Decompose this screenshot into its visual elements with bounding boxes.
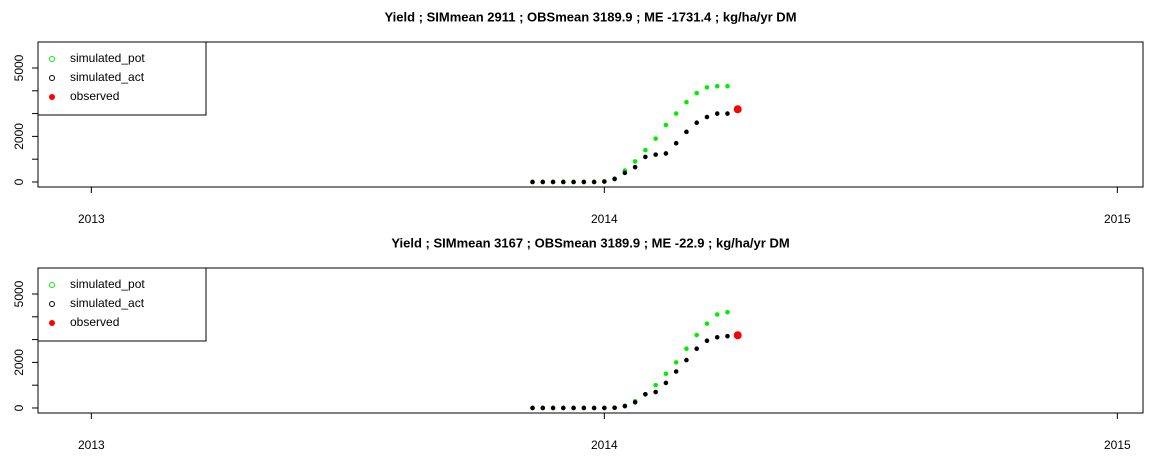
data-point [561,179,566,185]
legend-marker [49,282,55,288]
y-tick-label: 2000 [12,123,26,150]
legend-box [37,41,207,116]
data-point [550,179,556,185]
data-point [684,357,689,363]
legend-marker [49,75,55,81]
data-point [612,405,617,411]
data-point [684,99,689,105]
data-point [581,179,587,185]
data-point [684,129,689,135]
legend-label: simulated_pot [70,51,145,65]
data-point [673,360,679,365]
data-point [602,179,607,184]
x-tick-label: 2013 [78,438,105,452]
data-point [725,111,730,116]
data-point [653,136,658,141]
x-tick-label: 2014 [591,212,618,226]
data-point [725,309,730,315]
legend-marker [49,56,55,62]
data-point [704,338,710,344]
data-point [643,392,648,397]
legend-label: simulated_pot [70,277,145,291]
data-point [622,403,628,409]
x-tick-label: 2015 [1104,212,1131,226]
data-point [694,90,699,96]
legend-marker [49,320,55,326]
legend-marker [49,94,55,100]
data-point [684,346,689,352]
data-point [725,333,730,339]
data-point [663,380,669,386]
data-point [673,140,679,146]
chart-title: Yield ; SIMmean 2911 ; OBSmean 3189.9 ; … [384,9,796,24]
data-point [653,389,658,395]
legend-label: simulated_act [70,70,145,84]
legend-label: observed [70,89,119,103]
data-point [581,405,587,411]
chart-title: Yield ; SIMmean 3167 ; OBSmean 3189.9 ; … [391,235,789,250]
data-point [622,170,628,176]
data-point [632,399,638,405]
data-point [714,335,720,340]
y-tick-label: 0 [12,404,26,411]
y-tick-label: 2000 [12,349,26,376]
data-point [663,151,669,156]
data-point [694,332,699,338]
data-point [561,405,566,411]
data-point [694,120,699,126]
legend-marker [49,301,55,307]
y-tick-label: 0 [12,178,26,185]
data-point [663,122,669,128]
data-point [663,371,669,377]
legend-label: observed [70,315,119,329]
data-point [653,152,658,157]
data-point [725,83,730,89]
data-point [704,321,710,326]
data-point [612,176,617,182]
legend-label: simulated_act [70,296,145,310]
x-tick-label: 2014 [591,438,618,452]
data-point [704,114,710,120]
data-point [694,346,699,352]
y-tick-label: 5000 [12,54,26,81]
data-point [571,179,576,185]
data-point [540,405,546,411]
data-point [571,405,576,411]
data-point [673,369,679,374]
x-tick-label: 2015 [1104,438,1131,452]
y-tick-label: 5000 [12,280,26,307]
data-point [530,179,535,185]
data-point [632,164,638,170]
x-tick-label: 2013 [78,212,105,226]
data-point [673,111,679,116]
data-point [704,85,710,90]
data-point [653,382,658,388]
data-point [591,405,597,411]
data-point [714,111,720,116]
data-point [591,179,597,185]
data-point [714,83,720,89]
legend-box [37,267,207,342]
data-point [530,405,535,411]
data-point [602,405,607,411]
data-point [733,105,742,114]
data-point [540,179,546,185]
data-point [714,312,720,317]
data-point [632,159,638,164]
data-point [643,147,648,153]
data-point [643,154,648,160]
data-point [733,331,742,340]
data-point [550,405,556,411]
